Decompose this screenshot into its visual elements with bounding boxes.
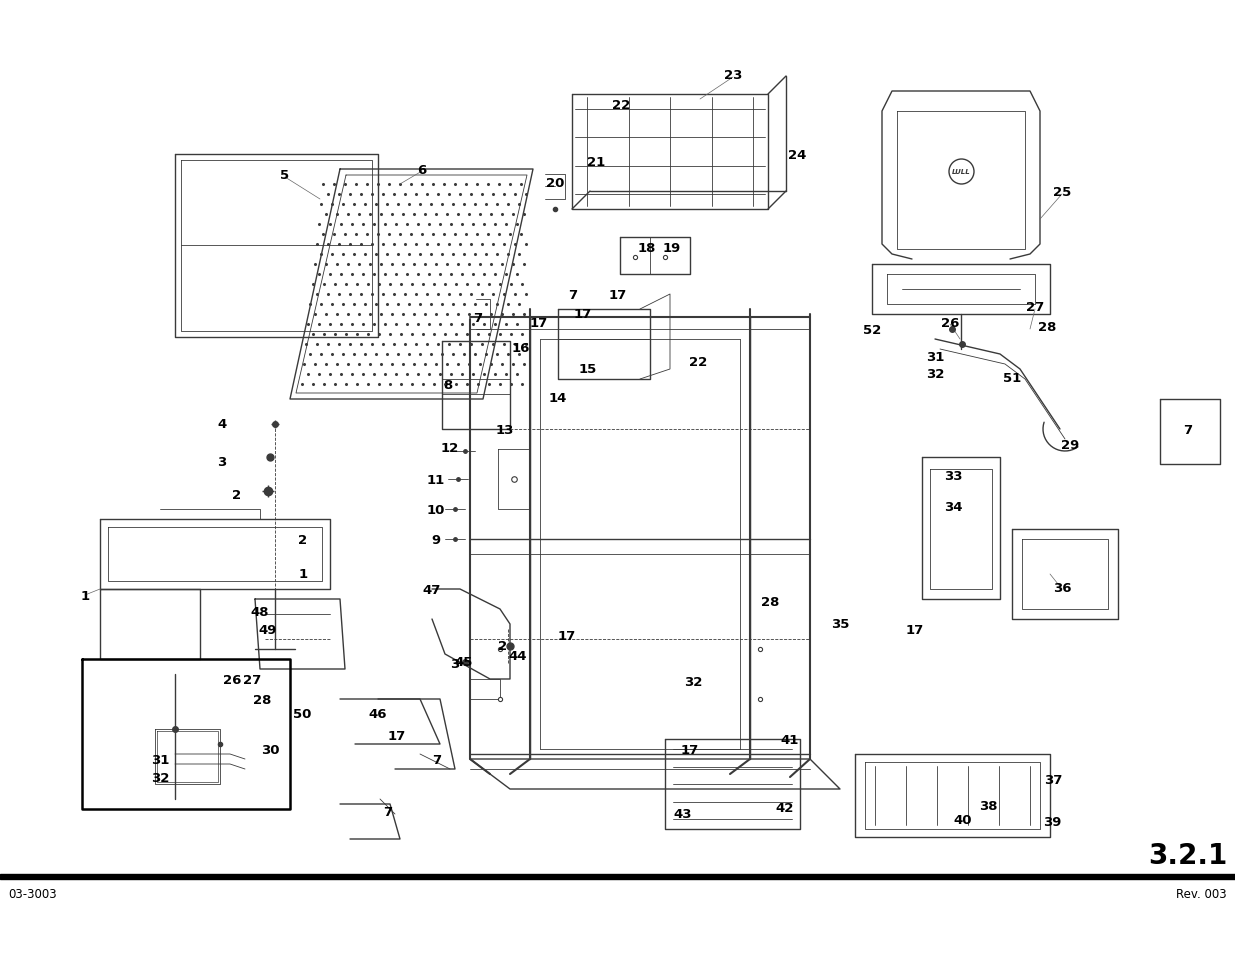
Text: 35: 35 — [831, 618, 850, 631]
Bar — [0, 874, 1235, 879]
Text: 2: 2 — [499, 639, 508, 653]
Text: 12: 12 — [441, 441, 459, 454]
Text: 17: 17 — [388, 729, 406, 741]
Text: 51: 51 — [1003, 371, 1021, 384]
Text: 7: 7 — [568, 288, 578, 301]
Text: 8: 8 — [443, 378, 452, 391]
Text: 25: 25 — [1053, 185, 1071, 198]
Text: 13: 13 — [495, 423, 514, 436]
Text: 5: 5 — [280, 169, 289, 181]
Text: 32: 32 — [151, 771, 169, 783]
Text: 17: 17 — [609, 288, 627, 301]
Text: 03-3003: 03-3003 — [7, 887, 57, 900]
Text: 17: 17 — [574, 307, 592, 320]
Text: 16: 16 — [511, 341, 530, 355]
Text: 42: 42 — [776, 801, 794, 814]
Text: 1: 1 — [299, 568, 308, 581]
Text: 48: 48 — [251, 605, 269, 618]
Text: 24: 24 — [788, 149, 806, 161]
Text: 33: 33 — [944, 469, 962, 482]
Text: 6: 6 — [417, 163, 426, 176]
Text: 7: 7 — [473, 312, 483, 324]
Text: 37: 37 — [1044, 773, 1062, 785]
Text: 20: 20 — [546, 176, 564, 190]
Text: 28: 28 — [1037, 320, 1056, 334]
Text: 11: 11 — [427, 473, 445, 486]
Text: 17: 17 — [558, 630, 576, 643]
Text: 28: 28 — [253, 693, 272, 706]
Text: 22: 22 — [611, 98, 630, 112]
Text: 14: 14 — [548, 391, 567, 404]
Text: 50: 50 — [293, 707, 311, 720]
Text: 36: 36 — [1052, 581, 1071, 594]
Text: Rev. 003: Rev. 003 — [1177, 887, 1228, 900]
Text: 47: 47 — [422, 583, 441, 596]
Text: 17: 17 — [530, 316, 548, 329]
Text: 9: 9 — [431, 533, 441, 546]
Text: 1: 1 — [80, 589, 90, 602]
Text: 41: 41 — [781, 733, 799, 745]
Text: 44: 44 — [509, 649, 527, 661]
Text: 23: 23 — [724, 69, 742, 81]
Text: 32: 32 — [684, 675, 703, 688]
Text: 26: 26 — [222, 673, 241, 686]
Text: 26: 26 — [941, 316, 960, 329]
Text: 19: 19 — [663, 241, 682, 254]
Text: 21: 21 — [587, 155, 605, 169]
Text: LULL: LULL — [952, 169, 971, 174]
Text: 34: 34 — [944, 500, 962, 513]
Text: 52: 52 — [863, 323, 881, 336]
Text: 4: 4 — [217, 417, 227, 430]
Text: 39: 39 — [1042, 816, 1061, 828]
Text: 29: 29 — [1061, 438, 1079, 451]
Text: 7: 7 — [432, 753, 442, 765]
Text: 27: 27 — [1026, 300, 1044, 314]
Text: 7: 7 — [383, 804, 393, 818]
Text: 27: 27 — [243, 674, 261, 687]
Text: 3: 3 — [217, 455, 227, 468]
Text: 28: 28 — [761, 595, 779, 608]
Text: 10: 10 — [427, 503, 445, 516]
Text: 31: 31 — [151, 753, 169, 765]
Text: 46: 46 — [369, 708, 388, 720]
Text: 49: 49 — [259, 623, 277, 636]
Text: 3: 3 — [451, 658, 459, 671]
Text: 17: 17 — [680, 742, 699, 756]
Text: 2: 2 — [299, 533, 308, 546]
Text: 18: 18 — [637, 241, 656, 254]
Text: 32: 32 — [926, 367, 945, 380]
Text: 38: 38 — [979, 800, 997, 813]
Text: 7: 7 — [1183, 423, 1193, 436]
Text: 31: 31 — [926, 350, 945, 363]
Text: 43: 43 — [674, 807, 693, 821]
Text: 22: 22 — [689, 355, 708, 368]
Text: 3.2.1: 3.2.1 — [1147, 841, 1228, 869]
Text: 45: 45 — [454, 655, 473, 668]
Text: 17: 17 — [906, 623, 924, 636]
Text: 2: 2 — [232, 488, 242, 501]
Text: 15: 15 — [579, 362, 598, 375]
Text: 30: 30 — [261, 742, 279, 756]
Text: 40: 40 — [953, 813, 972, 825]
